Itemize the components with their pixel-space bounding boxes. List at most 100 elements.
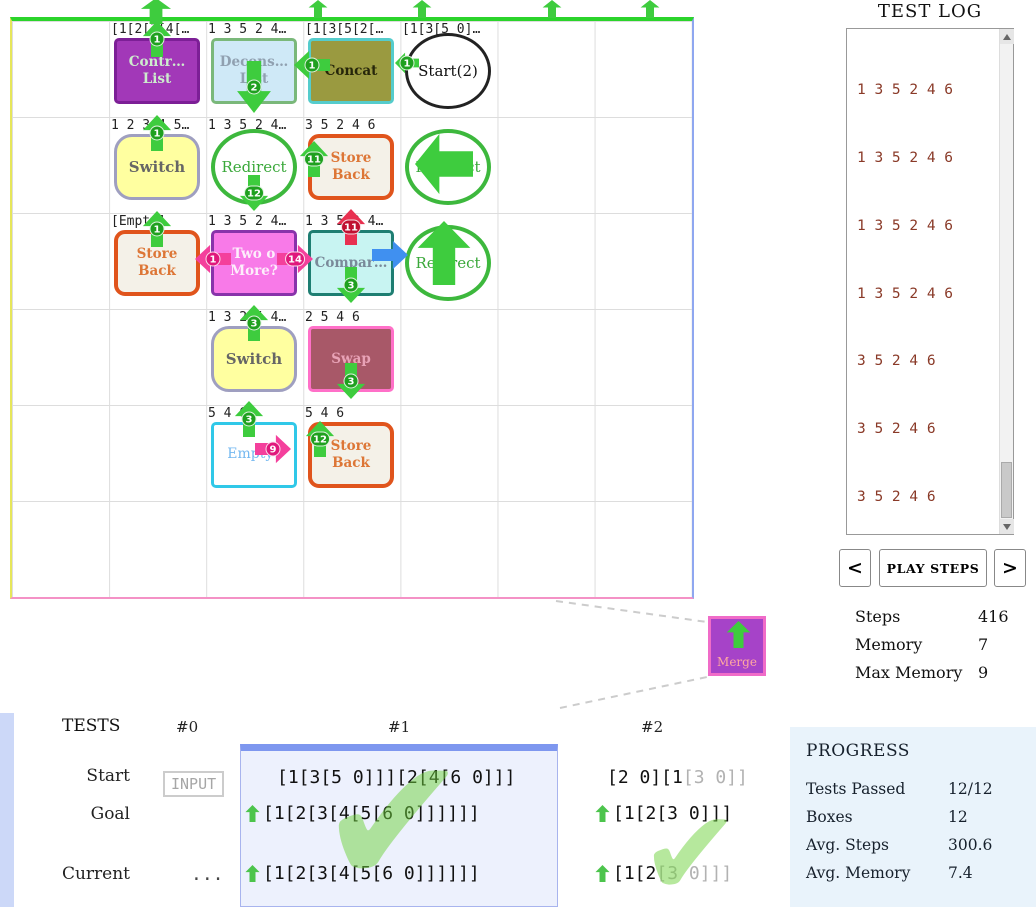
goal-row-label: Goal — [90, 804, 130, 824]
arrow-up-icon — [640, 0, 660, 18]
grid-cell: 5 4 6 Empty? 3 9 — [206, 405, 304, 501]
grid-cell: 1 3 5 2 4… Decons… List 2 — [206, 21, 304, 117]
test1-goal-value: [1[2[3[4[5[6 0]]]]]] — [245, 803, 480, 824]
steps-value: 416 — [978, 606, 1009, 626]
grid-cell: 5 4 6 Store Back 12 — [303, 405, 401, 501]
progress-panel: PROGRESS Tests Passed 12/12 Boxes 12 Avg. … — [790, 727, 1036, 907]
tab-test-1[interactable]: #1 — [388, 718, 411, 736]
box-label: Concat — [324, 62, 378, 79]
avg-memory-value: 7.4 — [948, 864, 973, 882]
box-redirect[interactable]: Redirect — [405, 225, 491, 301]
box-empty-test[interactable]: Empty? — [211, 422, 297, 488]
box-label: Switch — [128, 157, 186, 176]
value-annotation: 1 2 3 4 5… — [111, 118, 190, 133]
test-log-lines: 1 3 5 2 4 6 1 3 5 2 4 6 1 3 5 2 4 6 1 3 … — [857, 34, 997, 532]
log-line: 3 5 2 4 6 — [857, 353, 936, 370]
box-label: Start(2) — [418, 61, 478, 80]
box-compare[interactable]: Compar… — [308, 230, 394, 296]
box-start[interactable]: Start(2) — [405, 33, 491, 109]
panel-edge — [0, 713, 14, 907]
box-label: Merge — [717, 655, 757, 669]
log-line: 3 5 2 4 6 — [857, 488, 936, 505]
output-arrow-icon — [245, 805, 260, 822]
box-switch[interactable]: Switch — [114, 134, 200, 200]
triangle-down-icon — [1003, 523, 1011, 530]
box-deconstruct-list[interactable]: Decons… List — [211, 38, 297, 104]
box-store-back[interactable]: Store Back — [308, 134, 394, 200]
next-step-button[interactable]: > — [994, 549, 1026, 587]
memory-value: 7 — [978, 634, 989, 654]
scrollbar-thumb[interactable] — [1001, 462, 1012, 518]
boxes-label: Boxes — [806, 808, 853, 826]
current-row-label: Current — [61, 864, 130, 884]
value-annotation: 1 3 5 2 4… — [305, 214, 384, 229]
grid-cell: 1 3 5 2 4… Two o More? 1 14 — [205, 213, 305, 309]
box-two-or-more[interactable]: Two o More? — [211, 230, 297, 296]
test1-current-value: [1[2[3[4[5[6 0]]]]]] — [245, 863, 480, 884]
box-swap[interactable]: Swap — [308, 326, 394, 392]
box-switch[interactable]: Switch — [211, 326, 297, 392]
steps-label: Steps — [855, 606, 901, 626]
scroll-up-button[interactable] — [1000, 29, 1014, 44]
scroll-down-button[interactable] — [1000, 519, 1014, 534]
tab-test-0[interactable]: #0 — [176, 718, 199, 736]
box-concat[interactable]: Concat — [308, 38, 394, 104]
stats-panel: Steps 416 Memory 7 Max Memory 9 — [855, 602, 1009, 686]
test-log-list[interactable]: 1 3 5 2 4 6 1 3 5 2 4 6 1 3 5 2 4 6 1 3 … — [846, 28, 1014, 535]
grid-cell: [1[3[5[2[… Concat 1 — [303, 21, 401, 117]
box-label: Switch — [225, 349, 283, 368]
box-label: Redirect — [221, 157, 287, 176]
arrow-up-icon — [542, 0, 562, 18]
box-label: Store Back — [330, 150, 372, 183]
avg-steps-label: Avg. Steps — [806, 836, 889, 854]
box-merge[interactable]: Merge — [708, 616, 766, 676]
box-label: Swap — [331, 350, 371, 367]
value-annotation: [Empty] — [111, 214, 166, 229]
triangle-up-icon — [1003, 33, 1011, 40]
log-line: 1 3 5 2 4 6 — [857, 285, 954, 302]
box-label: Redirect — [415, 157, 481, 176]
prev-step-button[interactable]: < — [839, 549, 871, 587]
tab-test-2[interactable]: #2 — [641, 718, 664, 736]
box-label: Decons… List — [219, 54, 289, 87]
scrollbar[interactable] — [999, 29, 1014, 534]
output-arrow-icon — [595, 805, 610, 822]
arrow-up-icon — [726, 621, 751, 648]
start-row-label: Start — [86, 766, 130, 786]
play-steps-button[interactable]: PLAY STEPS — [879, 549, 987, 587]
grid-cell: 2 5 4 6 Swap 3 — [303, 309, 401, 405]
tests-title: TESTS — [62, 716, 121, 736]
grid-cell: [1[3[5 0]… Start(2) 1 — [399, 21, 498, 117]
test2-goal-value: [1[2[3 0]]] — [595, 803, 732, 824]
avg-memory-label: Avg. Memory — [806, 864, 911, 882]
grid-cell: Redirect — [400, 213, 498, 309]
box-label: Two o More? — [230, 246, 278, 279]
max-memory-label: Max Memory — [855, 662, 963, 682]
box-label: Store Back — [330, 438, 372, 471]
avg-steps-value: 300.6 — [948, 836, 993, 854]
output-arrow-icon — [595, 865, 610, 882]
log-line: 1 3 5 2 4 6 — [857, 82, 954, 99]
box-label: Redirect — [415, 253, 481, 272]
memory-label: Memory — [855, 634, 923, 654]
box-store-back[interactable]: Store Back — [308, 422, 394, 488]
arrow-up-icon — [412, 0, 432, 18]
value-annotation: 2 5 4 6 — [305, 310, 360, 325]
value-annotation: 1 3 5 2 4… — [208, 118, 287, 133]
log-line: 1 3 5 2 4 6 — [857, 217, 954, 234]
test0-start-value: INPUT — [163, 771, 225, 797]
grid-cell: [1[2[3[4[… Contr… List 1 — [109, 21, 207, 117]
box-construct-list[interactable]: Contr… List — [114, 38, 200, 104]
value-annotation: 1 3 5 2 4… — [208, 214, 287, 229]
output-arrow-icon — [245, 865, 260, 882]
value-annotation: 5 4 6 — [305, 406, 345, 421]
program-grid[interactable]: [1[2[3[4[… Contr… List 1 1 3 5 2 4… Deco… — [10, 17, 694, 599]
grid-cell: 1 2 3 4 5… Switch 1 — [109, 117, 207, 213]
grid-cell: 3 5 2 4 6 Store Back 11 — [303, 117, 401, 213]
test2-start-value: [2 0][1 [3 0]] — [607, 767, 748, 788]
box-redirect[interactable]: Redirect — [405, 129, 491, 205]
box-redirect[interactable]: Redirect — [211, 129, 297, 205]
test1-start-value: [1[3[5 0]]][2[4[6 0]]] — [277, 767, 516, 788]
box-store-back[interactable]: Store Back — [114, 230, 200, 296]
